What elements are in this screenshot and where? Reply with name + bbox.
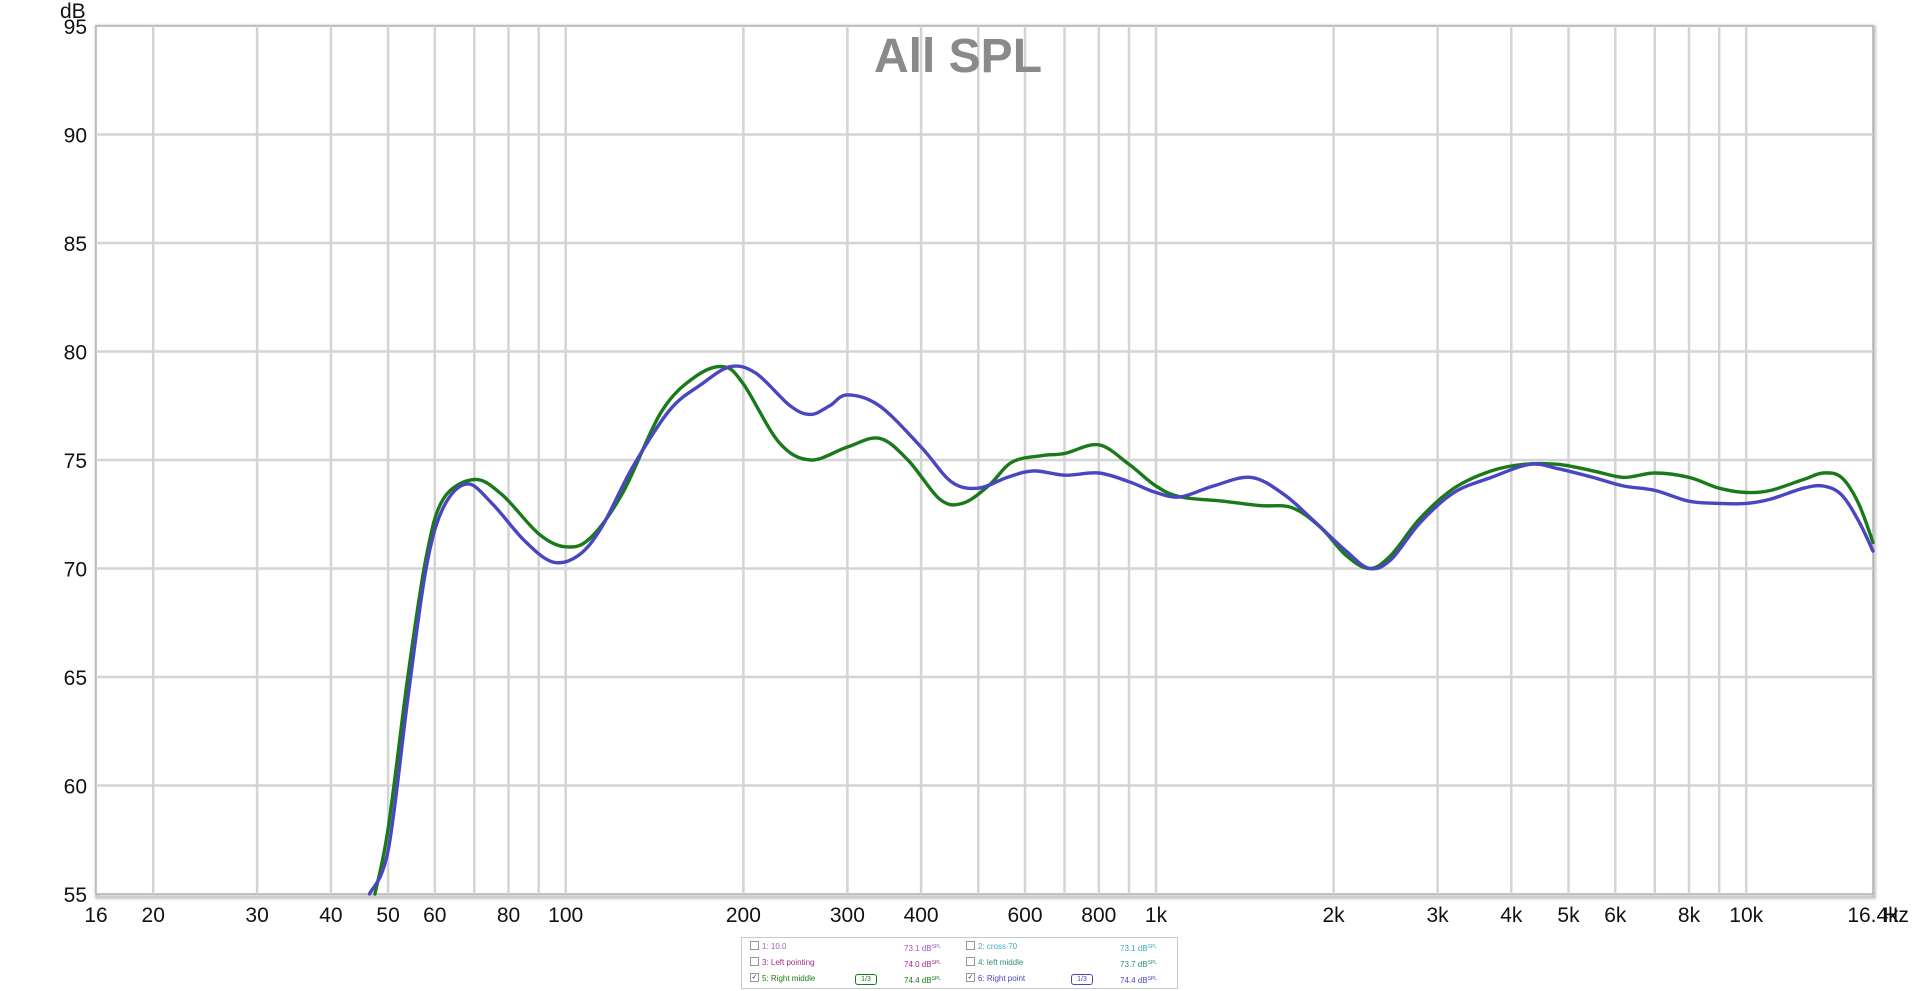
y-tick-label: 85 <box>64 233 87 256</box>
y-tick-label: 55 <box>64 884 87 907</box>
legend-value-unit: SPL <box>1147 960 1158 966</box>
spl-chart: All SPL 55 60 65 70 75 80 85 90 95 16 20 30 40 50 60 8… <box>60 0 1909 927</box>
y-tick-label: 70 <box>64 559 87 582</box>
chart-title: All SPL <box>874 30 1042 83</box>
x-tick-label: 60 <box>423 904 446 927</box>
y-tick-label: 75 <box>64 450 87 473</box>
x-tick-label: 16 <box>84 904 107 927</box>
x-tick-label: 4k <box>1500 904 1523 927</box>
legend-checkbox[interactable] <box>750 957 759 967</box>
x-tick-label: 100 <box>548 904 583 927</box>
legend-checkbox[interactable] <box>966 941 975 951</box>
legend-value: 73.1 dBSPL <box>904 940 941 954</box>
legend-checkbox[interactable]: ✓ <box>966 973 975 983</box>
series-line-2 <box>367 364 1875 896</box>
x-tick-label: 200 <box>726 904 761 927</box>
y-tick-label: 90 <box>64 125 87 148</box>
legend-value: 74.0 dBSPL <box>904 956 941 970</box>
y-tick-label: 95 <box>64 16 87 39</box>
legend-item[interactable]: 4: left middle <box>966 956 1023 970</box>
legend-checkbox[interactable] <box>966 957 975 967</box>
legend-label: 6: Right point <box>978 974 1026 983</box>
y-axis-unit-label: dB <box>60 0 86 23</box>
legend-value-unit: SPL <box>1147 976 1158 982</box>
x-tick-label: 8k <box>1678 904 1701 927</box>
x-tick-label: 5k <box>1557 904 1580 927</box>
legend-label: 3: Left pointing <box>762 958 815 967</box>
legend-label: 4: left middle <box>978 958 1024 967</box>
legend-value-text: 74.4 dB <box>1120 976 1148 985</box>
x-tick-label: 50 <box>376 904 399 927</box>
x-tick-label: 600 <box>1007 904 1042 927</box>
legend-value: 74.4 dBSPL <box>904 972 941 986</box>
legend-smoothing-indicator: 1/3 <box>855 974 877 985</box>
legend-value-text: 73.1 dB <box>904 944 932 953</box>
series-lines <box>367 364 1875 896</box>
legend-smoothing-indicator: 1/3 <box>1071 974 1093 985</box>
x-tick-label: 16.4k <box>1847 904 1899 927</box>
x-tick-label: 3k <box>1427 904 1450 927</box>
legend-value-text: 74.4 dB <box>904 976 932 985</box>
legend-value-text: 73.1 dB <box>1120 944 1148 953</box>
legend-item[interactable]: ✓ 5: Right middle <box>750 972 815 986</box>
legend-item[interactable]: 1: 10.0 <box>750 940 786 954</box>
y-tick-label: 65 <box>64 667 87 690</box>
x-tick-label: 30 <box>245 904 268 927</box>
legend-label: 2: cross 70 <box>978 942 1018 951</box>
legend-item[interactable]: 3: Left pointing <box>750 956 814 970</box>
legend-value: 73.7 dBSPL <box>1120 956 1157 970</box>
legend-value-text: 74.0 dB <box>904 960 932 969</box>
legend-checkbox[interactable] <box>750 941 759 951</box>
x-tick-label: 2k <box>1323 904 1346 927</box>
legend-label: 1: 10.0 <box>762 942 787 951</box>
x-axis-tick-labels: 16 20 30 40 50 60 80 100 200 300 400 600 800 1k 2k 3k 4k… <box>84 904 1899 927</box>
x-tick-label: 800 <box>1081 904 1116 927</box>
x-tick-label: 20 <box>142 904 165 927</box>
y-tick-label: 60 <box>64 776 87 799</box>
y-tick-label: 80 <box>64 342 87 365</box>
legend-value-unit: SPL <box>931 960 942 966</box>
legend-label: 5: Right middle <box>762 974 816 983</box>
x-tick-label: 300 <box>830 904 865 927</box>
legend-value: 73.1 dBSPL <box>1120 940 1157 954</box>
x-tick-label: 10k <box>1729 904 1763 927</box>
x-tick-label: 80 <box>497 904 520 927</box>
legend-value-text: 73.7 dB <box>1120 960 1148 969</box>
legend-value: 74.4 dBSPL <box>1120 972 1157 986</box>
x-tick-label: 6k <box>1604 904 1627 927</box>
x-tick-label: 40 <box>319 904 342 927</box>
y-axis-tick-labels: 55 60 65 70 75 80 85 90 95 <box>64 16 87 907</box>
x-axis-unit-label: Hz <box>1883 904 1909 927</box>
legend-value-unit: SPL <box>931 944 942 950</box>
legend-item[interactable]: ✓ 6: Right point <box>966 972 1025 986</box>
series-line-1 <box>373 364 1875 896</box>
x-tick-label: 400 <box>904 904 939 927</box>
grid <box>96 26 1873 894</box>
legend-value-unit: SPL <box>931 976 942 982</box>
legend-item[interactable]: 2: cross 70 <box>966 940 1017 954</box>
legend-checkbox[interactable]: ✓ <box>750 973 759 983</box>
legend-panel: 1: 10.0 73.1 dBSPL 2: cross 70 73.1 dBSPL 3:… <box>741 937 1178 989</box>
legend-value-unit: SPL <box>1147 944 1158 950</box>
x-tick-label: 1k <box>1145 904 1168 927</box>
